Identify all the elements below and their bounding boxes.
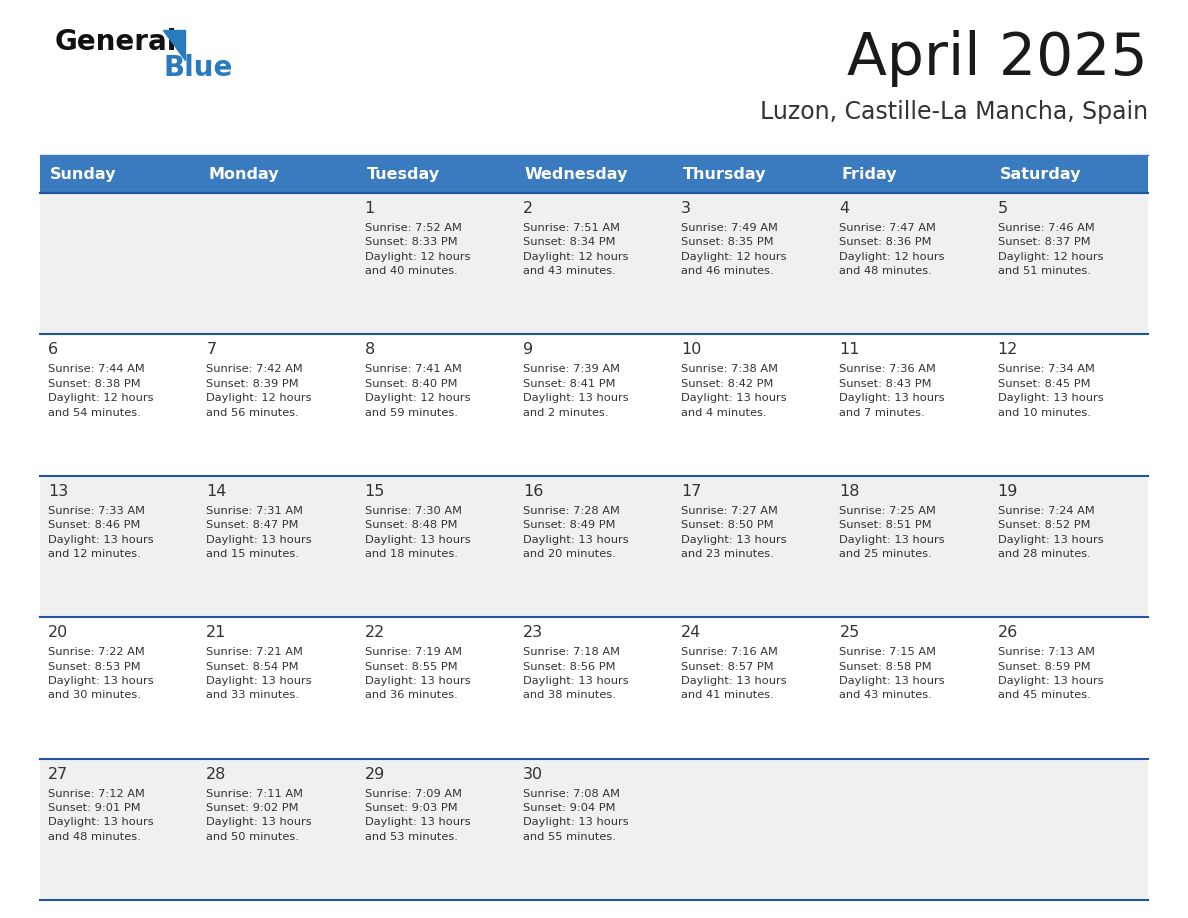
- Text: 30: 30: [523, 767, 543, 781]
- Text: 8: 8: [365, 342, 375, 357]
- Text: Sunrise: 7:16 AM
Sunset: 8:57 PM
Daylight: 13 hours
and 41 minutes.: Sunrise: 7:16 AM Sunset: 8:57 PM Dayligh…: [681, 647, 786, 700]
- Text: 20: 20: [48, 625, 68, 640]
- Text: Sunrise: 7:21 AM
Sunset: 8:54 PM
Daylight: 13 hours
and 33 minutes.: Sunrise: 7:21 AM Sunset: 8:54 PM Dayligh…: [207, 647, 312, 700]
- Text: 19: 19: [998, 484, 1018, 498]
- Text: Sunrise: 7:11 AM
Sunset: 9:02 PM
Daylight: 13 hours
and 50 minutes.: Sunrise: 7:11 AM Sunset: 9:02 PM Dayligh…: [207, 789, 312, 842]
- Text: 3: 3: [681, 201, 691, 216]
- Text: Sunrise: 7:30 AM
Sunset: 8:48 PM
Daylight: 13 hours
and 18 minutes.: Sunrise: 7:30 AM Sunset: 8:48 PM Dayligh…: [365, 506, 470, 559]
- Text: 5: 5: [998, 201, 1007, 216]
- Text: Tuesday: Tuesday: [367, 166, 440, 182]
- Text: 9: 9: [523, 342, 533, 357]
- Text: Sunrise: 7:09 AM
Sunset: 9:03 PM
Daylight: 13 hours
and 53 minutes.: Sunrise: 7:09 AM Sunset: 9:03 PM Dayligh…: [365, 789, 470, 842]
- Text: Sunrise: 7:34 AM
Sunset: 8:45 PM
Daylight: 13 hours
and 10 minutes.: Sunrise: 7:34 AM Sunset: 8:45 PM Dayligh…: [998, 364, 1104, 418]
- Text: Sunrise: 7:27 AM
Sunset: 8:50 PM
Daylight: 13 hours
and 23 minutes.: Sunrise: 7:27 AM Sunset: 8:50 PM Dayligh…: [681, 506, 786, 559]
- Bar: [990, 155, 1148, 193]
- Polygon shape: [163, 30, 185, 60]
- Text: Sunrise: 7:47 AM
Sunset: 8:36 PM
Daylight: 12 hours
and 48 minutes.: Sunrise: 7:47 AM Sunset: 8:36 PM Dayligh…: [840, 223, 944, 276]
- Bar: [514, 155, 674, 193]
- Text: 2: 2: [523, 201, 533, 216]
- Text: Sunrise: 7:22 AM
Sunset: 8:53 PM
Daylight: 13 hours
and 30 minutes.: Sunrise: 7:22 AM Sunset: 8:53 PM Dayligh…: [48, 647, 153, 700]
- Bar: [832, 155, 990, 193]
- Text: Sunrise: 7:12 AM
Sunset: 9:01 PM
Daylight: 13 hours
and 48 minutes.: Sunrise: 7:12 AM Sunset: 9:01 PM Dayligh…: [48, 789, 153, 842]
- Text: 29: 29: [365, 767, 385, 781]
- Text: Sunrise: 7:41 AM
Sunset: 8:40 PM
Daylight: 12 hours
and 59 minutes.: Sunrise: 7:41 AM Sunset: 8:40 PM Dayligh…: [365, 364, 470, 418]
- Text: 26: 26: [998, 625, 1018, 640]
- Text: General: General: [55, 28, 177, 56]
- Text: 16: 16: [523, 484, 543, 498]
- Bar: [674, 155, 832, 193]
- Text: Luzon, Castille-La Mancha, Spain: Luzon, Castille-La Mancha, Spain: [760, 100, 1148, 124]
- Text: Wednesday: Wednesday: [525, 166, 628, 182]
- Text: 4: 4: [840, 201, 849, 216]
- Text: Blue: Blue: [163, 54, 233, 82]
- Text: 12: 12: [998, 342, 1018, 357]
- Bar: [356, 155, 514, 193]
- Text: Sunrise: 7:15 AM
Sunset: 8:58 PM
Daylight: 13 hours
and 43 minutes.: Sunrise: 7:15 AM Sunset: 8:58 PM Dayligh…: [840, 647, 944, 700]
- Text: 28: 28: [207, 767, 227, 781]
- Text: Friday: Friday: [841, 166, 897, 182]
- Text: Saturday: Saturday: [1000, 166, 1081, 182]
- Text: 10: 10: [681, 342, 702, 357]
- Text: Sunrise: 7:51 AM
Sunset: 8:34 PM
Daylight: 12 hours
and 43 minutes.: Sunrise: 7:51 AM Sunset: 8:34 PM Dayligh…: [523, 223, 628, 276]
- Text: Sunrise: 7:44 AM
Sunset: 8:38 PM
Daylight: 12 hours
and 54 minutes.: Sunrise: 7:44 AM Sunset: 8:38 PM Dayligh…: [48, 364, 153, 418]
- Text: Sunrise: 7:33 AM
Sunset: 8:46 PM
Daylight: 13 hours
and 12 minutes.: Sunrise: 7:33 AM Sunset: 8:46 PM Dayligh…: [48, 506, 153, 559]
- Text: 24: 24: [681, 625, 701, 640]
- Bar: [198, 155, 356, 193]
- Text: Sunrise: 7:31 AM
Sunset: 8:47 PM
Daylight: 13 hours
and 15 minutes.: Sunrise: 7:31 AM Sunset: 8:47 PM Dayligh…: [207, 506, 312, 559]
- Text: 23: 23: [523, 625, 543, 640]
- Text: Sunrise: 7:24 AM
Sunset: 8:52 PM
Daylight: 13 hours
and 28 minutes.: Sunrise: 7:24 AM Sunset: 8:52 PM Dayligh…: [998, 506, 1104, 559]
- Bar: [40, 617, 1148, 758]
- Text: Sunrise: 7:13 AM
Sunset: 8:59 PM
Daylight: 13 hours
and 45 minutes.: Sunrise: 7:13 AM Sunset: 8:59 PM Dayligh…: [998, 647, 1104, 700]
- Bar: [40, 155, 198, 193]
- Text: 17: 17: [681, 484, 702, 498]
- Text: 25: 25: [840, 625, 860, 640]
- Text: Sunrise: 7:46 AM
Sunset: 8:37 PM
Daylight: 12 hours
and 51 minutes.: Sunrise: 7:46 AM Sunset: 8:37 PM Dayligh…: [998, 223, 1104, 276]
- Text: Monday: Monday: [208, 166, 279, 182]
- Text: 6: 6: [48, 342, 58, 357]
- Text: 11: 11: [840, 342, 860, 357]
- Text: 18: 18: [840, 484, 860, 498]
- Text: Sunrise: 7:42 AM
Sunset: 8:39 PM
Daylight: 12 hours
and 56 minutes.: Sunrise: 7:42 AM Sunset: 8:39 PM Dayligh…: [207, 364, 311, 418]
- Bar: [40, 193, 1148, 334]
- Text: Sunday: Sunday: [50, 166, 116, 182]
- Text: Sunrise: 7:38 AM
Sunset: 8:42 PM
Daylight: 13 hours
and 4 minutes.: Sunrise: 7:38 AM Sunset: 8:42 PM Dayligh…: [681, 364, 786, 418]
- Text: Sunrise: 7:52 AM
Sunset: 8:33 PM
Daylight: 12 hours
and 40 minutes.: Sunrise: 7:52 AM Sunset: 8:33 PM Dayligh…: [365, 223, 470, 276]
- Text: Sunrise: 7:49 AM
Sunset: 8:35 PM
Daylight: 12 hours
and 46 minutes.: Sunrise: 7:49 AM Sunset: 8:35 PM Dayligh…: [681, 223, 786, 276]
- Text: 15: 15: [365, 484, 385, 498]
- Text: Sunrise: 7:08 AM
Sunset: 9:04 PM
Daylight: 13 hours
and 55 minutes.: Sunrise: 7:08 AM Sunset: 9:04 PM Dayligh…: [523, 789, 628, 842]
- Text: Thursday: Thursday: [683, 166, 766, 182]
- Bar: [40, 476, 1148, 617]
- Text: 7: 7: [207, 342, 216, 357]
- Text: Sunrise: 7:39 AM
Sunset: 8:41 PM
Daylight: 13 hours
and 2 minutes.: Sunrise: 7:39 AM Sunset: 8:41 PM Dayligh…: [523, 364, 628, 418]
- Text: 1: 1: [365, 201, 375, 216]
- Text: April 2025: April 2025: [847, 30, 1148, 87]
- Text: Sunrise: 7:18 AM
Sunset: 8:56 PM
Daylight: 13 hours
and 38 minutes.: Sunrise: 7:18 AM Sunset: 8:56 PM Dayligh…: [523, 647, 628, 700]
- Text: 14: 14: [207, 484, 227, 498]
- Text: 13: 13: [48, 484, 68, 498]
- Text: Sunrise: 7:36 AM
Sunset: 8:43 PM
Daylight: 13 hours
and 7 minutes.: Sunrise: 7:36 AM Sunset: 8:43 PM Dayligh…: [840, 364, 944, 418]
- Text: Sunrise: 7:19 AM
Sunset: 8:55 PM
Daylight: 13 hours
and 36 minutes.: Sunrise: 7:19 AM Sunset: 8:55 PM Dayligh…: [365, 647, 470, 700]
- Text: 21: 21: [207, 625, 227, 640]
- Bar: [40, 334, 1148, 476]
- Text: Sunrise: 7:28 AM
Sunset: 8:49 PM
Daylight: 13 hours
and 20 minutes.: Sunrise: 7:28 AM Sunset: 8:49 PM Dayligh…: [523, 506, 628, 559]
- Text: 27: 27: [48, 767, 68, 781]
- Bar: [40, 758, 1148, 900]
- Text: Sunrise: 7:25 AM
Sunset: 8:51 PM
Daylight: 13 hours
and 25 minutes.: Sunrise: 7:25 AM Sunset: 8:51 PM Dayligh…: [840, 506, 944, 559]
- Text: 22: 22: [365, 625, 385, 640]
